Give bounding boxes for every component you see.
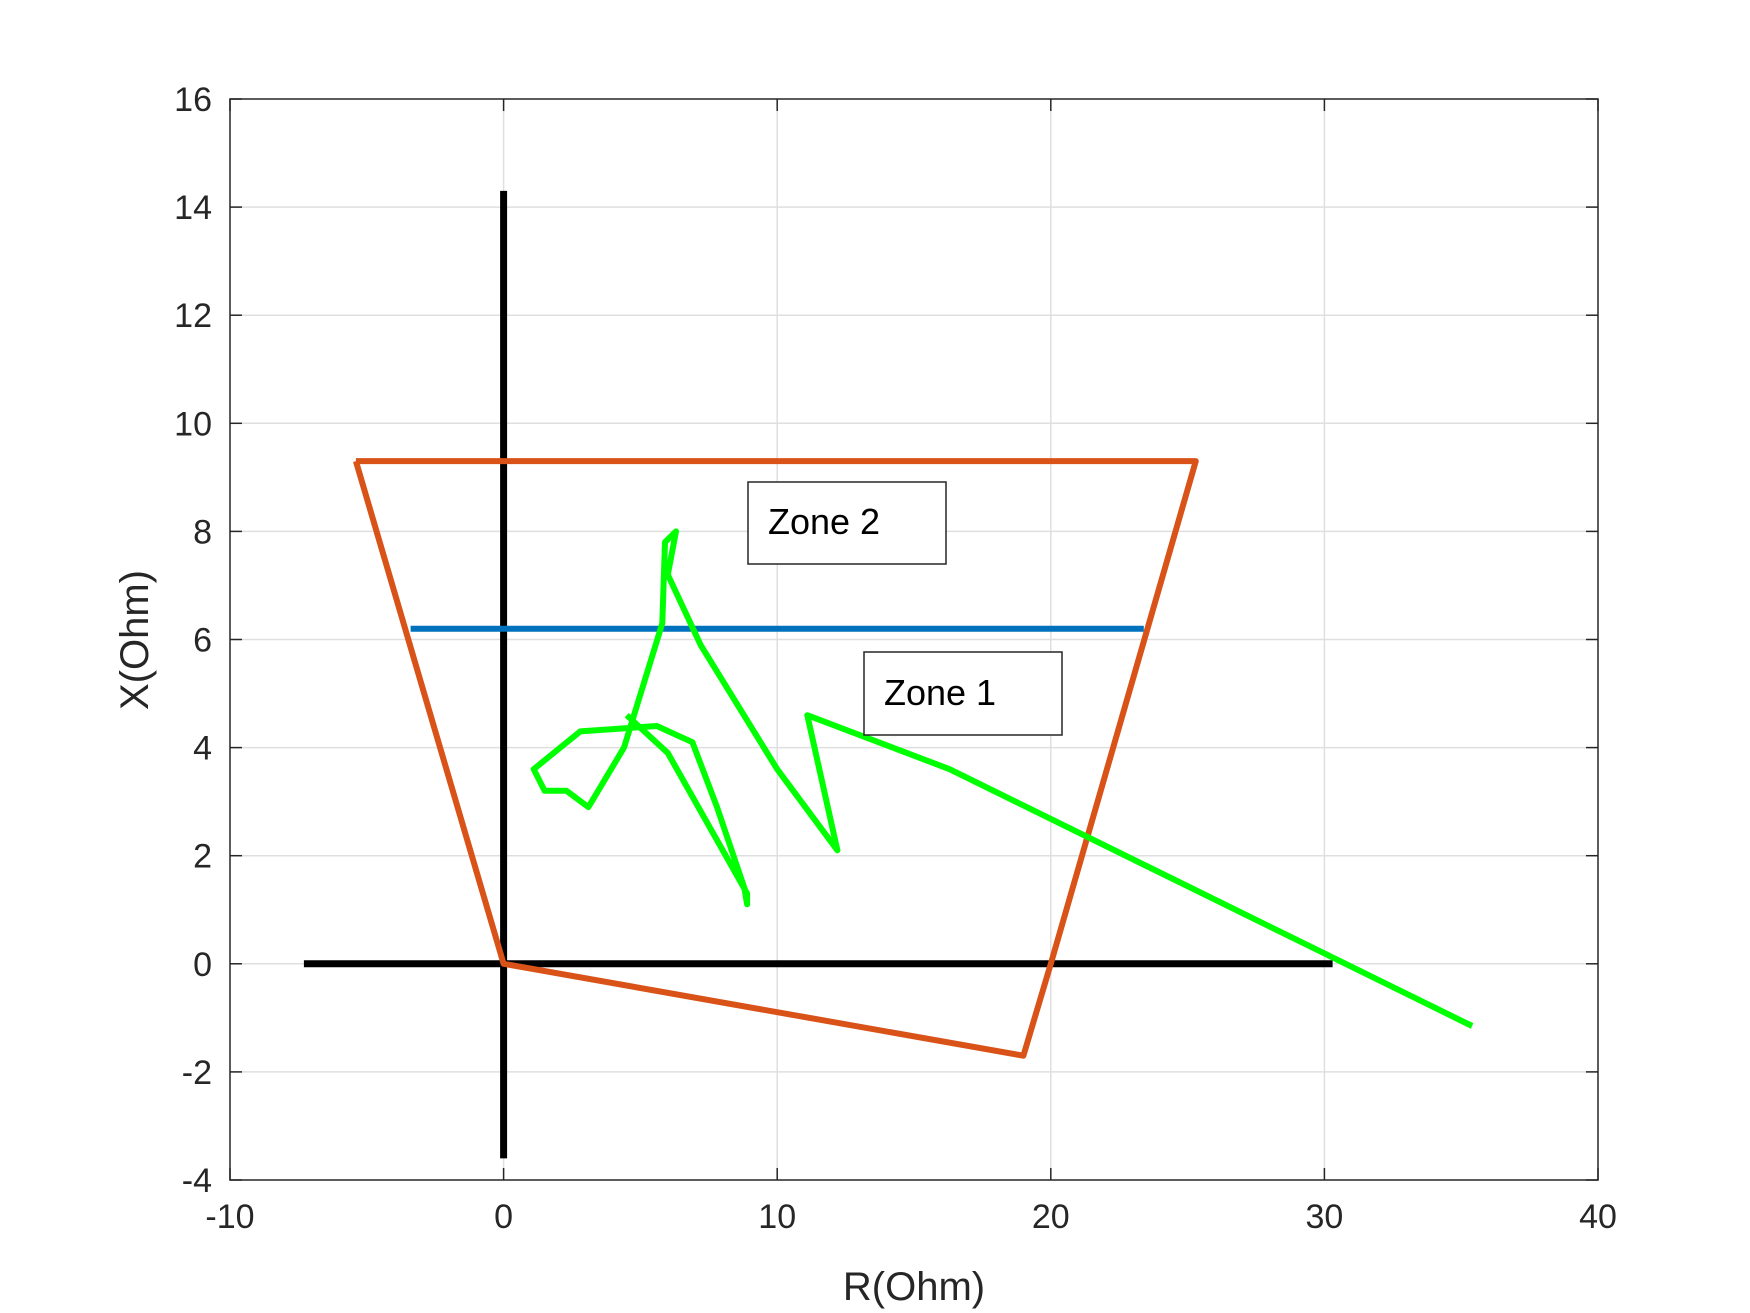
x-tick-label: 30 xyxy=(1305,1198,1343,1236)
zone-2-annotation: Zone 2 xyxy=(747,481,947,565)
y-tick-labels: -4 -2 0 2 4 6 8 10 12 14 16 xyxy=(174,81,212,1200)
y-tick-label: 4 xyxy=(193,730,212,768)
zone-1-box xyxy=(863,651,1063,736)
x-axis-label: R(Ohm) xyxy=(843,1265,985,1309)
y-tick-label: 8 xyxy=(193,513,212,551)
zone-1-label: Zone 1 xyxy=(884,672,996,713)
series-layer xyxy=(303,190,1474,1159)
y-tick-label: 10 xyxy=(174,405,212,443)
zone-1-annotation: Zone 1 xyxy=(863,651,1063,736)
y-tick-label: 0 xyxy=(193,946,212,984)
y-tick-label: 6 xyxy=(193,622,212,660)
zone-2-box xyxy=(747,481,947,565)
x-tick-labels: -10 0 10 20 30 40 xyxy=(205,1198,1616,1236)
x-tick-label: 40 xyxy=(1579,1198,1617,1236)
x-tick-label: 0 xyxy=(494,1198,513,1236)
zone-2-boundary-series xyxy=(353,458,1199,1059)
x-tick-label: 20 xyxy=(1032,1198,1070,1236)
y-tick-label: -4 xyxy=(182,1162,212,1200)
tick-marks xyxy=(229,98,1599,1181)
y-axis-label: X(Ohm) xyxy=(113,570,157,710)
y-tick-label: 2 xyxy=(193,838,212,876)
x-tick-label: -10 xyxy=(205,1198,254,1236)
y-tick-label: 14 xyxy=(174,189,212,227)
y-tick-label: -2 xyxy=(182,1054,212,1092)
zone-2-label: Zone 2 xyxy=(768,501,880,542)
x-tick-label: 10 xyxy=(758,1198,796,1236)
y-tick-label: 16 xyxy=(174,81,212,119)
y-tick-label: 12 xyxy=(174,297,212,335)
impedance-trajectory-series xyxy=(530,528,1474,1029)
